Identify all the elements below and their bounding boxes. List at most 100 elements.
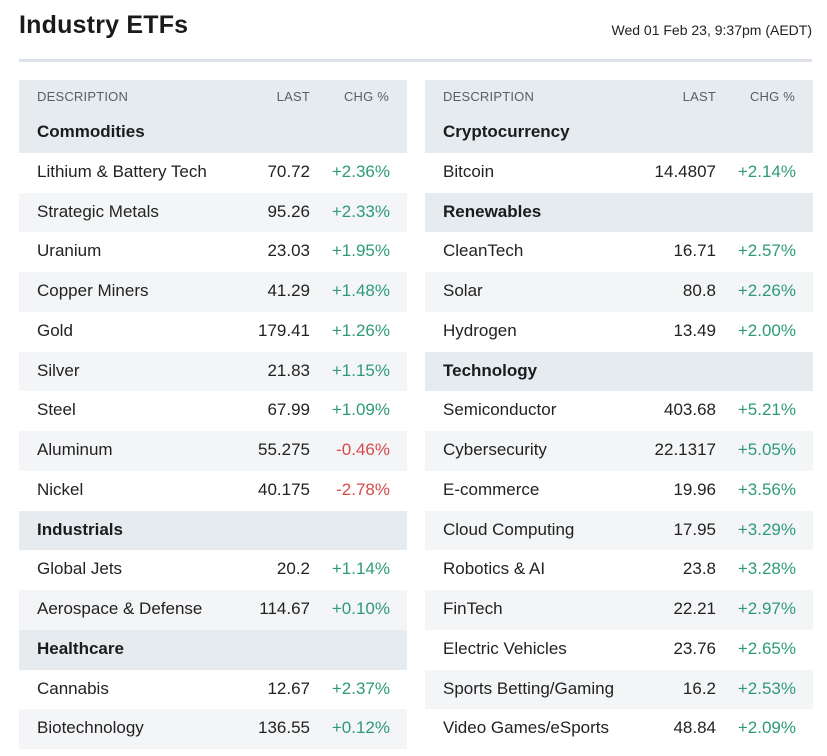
last-price: 20.2: [276, 559, 310, 579]
etf-name[interactable]: Hydrogen: [443, 320, 517, 340]
table-row[interactable]: Electric Vehicles 23.76 +2.65%: [425, 630, 813, 670]
change-percent: +1.09%: [331, 400, 390, 420]
etf-name[interactable]: Solar: [443, 281, 483, 300]
table-row[interactable]: Robotics & AI 23.8 +3.28%: [425, 550, 813, 590]
change-percent: -2.78%: [336, 479, 390, 499]
column-header-change: CHG %: [343, 89, 389, 104]
etf-name[interactable]: Semiconductor: [443, 400, 557, 420]
change-percent: +2.65%: [737, 638, 796, 658]
table-row[interactable]: Cloud Computing 17.95 +3.29%: [425, 510, 813, 551]
section-title: Industrials: [37, 519, 123, 539]
last-price: 23.03: [267, 241, 310, 261]
change-percent: +5.05%: [737, 440, 796, 459]
change-percent: +1.14%: [331, 559, 390, 579]
last-price: 67.99: [267, 400, 310, 420]
table-row[interactable]: Global Jets 20.2 +1.14%: [19, 550, 407, 590]
section-title: Commodities: [37, 122, 145, 141]
etf-name[interactable]: Robotics & AI: [443, 559, 546, 579]
table-row[interactable]: Bitcoin 14.4807 +2.14%: [425, 153, 813, 193]
etf-name[interactable]: E-commerce: [443, 479, 540, 499]
page-header: Industry ETFs Wed 01 Feb 23, 9:37pm (AED…: [19, 0, 812, 62]
etf-name[interactable]: Gold: [37, 320, 73, 340]
etf-name[interactable]: Strategic Metals: [37, 201, 159, 221]
change-percent: +0.10%: [331, 599, 390, 618]
table-row[interactable]: E-commerce 19.96 +3.56%: [425, 471, 813, 511]
table-row[interactable]: FinTech 22.21 +2.97%: [425, 590, 813, 630]
section-header: Industrials: [19, 510, 407, 551]
table-row[interactable]: Steel 67.99 +1.09%: [19, 391, 407, 431]
column-header-last: LAST: [682, 89, 716, 104]
section-header: Technology: [425, 351, 813, 392]
table-row[interactable]: Copper Miners 41.29 +1.48%: [19, 272, 407, 312]
table-row[interactable]: Uranium 23.03 +1.95%: [19, 232, 407, 272]
table-row[interactable]: Silver 21.83 +1.15%: [19, 351, 407, 392]
etf-name[interactable]: Uranium: [37, 241, 102, 261]
last-price: 80.8: [682, 281, 716, 300]
table-row[interactable]: CleanTech 16.71 +2.57%: [425, 232, 813, 272]
section-title: Renewables: [443, 201, 542, 221]
timestamp: Wed 01 Feb 23, 9:37pm (AEDT): [611, 22, 813, 38]
last-price: 403.68: [664, 400, 716, 420]
table-row[interactable]: Lithium & Battery Tech 70.72 +2.36%: [19, 153, 407, 193]
etf-name[interactable]: Cannabis: [37, 678, 109, 698]
page-title: Industry ETFs: [19, 11, 189, 39]
last-price: 22.21: [673, 599, 716, 618]
table-row[interactable]: Semiconductor 403.68 +5.21%: [425, 391, 813, 431]
table-header: DESCRIPTION LAST CHG %: [19, 80, 407, 113]
table-header: DESCRIPTION LAST CHG %: [425, 80, 813, 113]
column-header-description: DESCRIPTION: [443, 89, 535, 104]
change-percent: -0.46%: [336, 440, 390, 459]
etf-name[interactable]: Electric Vehicles: [443, 638, 567, 658]
table-body: Commodities Lithium & Battery Tech 70.72 +2…: [19, 113, 407, 749]
etf-name[interactable]: Copper Miners: [37, 281, 149, 300]
column-header-last: LAST: [276, 89, 310, 104]
etf-name[interactable]: Cloud Computing: [443, 519, 575, 539]
etf-name[interactable]: CleanTech: [443, 241, 524, 261]
etf-name[interactable]: Video Games/eSports: [443, 718, 609, 738]
table-row[interactable]: Aluminum 55.275 -0.46%: [19, 431, 407, 471]
change-percent: +1.15%: [331, 360, 390, 380]
table-row[interactable]: Biotechnology 136.55 +0.12%: [19, 709, 407, 749]
last-price: 14.4807: [654, 161, 716, 181]
table-row[interactable]: Sports Betting/Gaming 16.2 +2.53%: [425, 669, 813, 710]
table-row[interactable]: Strategic Metals 95.26 +2.33%: [19, 192, 407, 233]
table-row[interactable]: Cannabis 12.67 +2.37%: [19, 670, 407, 710]
last-price: 13.49: [673, 320, 716, 340]
change-percent: +3.29%: [737, 519, 796, 539]
change-percent: +2.33%: [331, 201, 390, 221]
last-price: 23.76: [673, 638, 716, 658]
table-row[interactable]: Hydrogen 13.49 +2.00%: [425, 312, 813, 352]
etf-name[interactable]: Steel: [37, 400, 76, 420]
etf-name[interactable]: Lithium & Battery Tech: [37, 161, 207, 181]
table-row[interactable]: Video Games/eSports 48.84 +2.09%: [425, 709, 813, 749]
last-price: 22.1317: [654, 440, 716, 459]
last-price: 40.175: [258, 479, 310, 499]
section-header: Commodities: [19, 113, 407, 153]
table-row[interactable]: Gold 179.41 +1.26%: [19, 312, 407, 352]
last-price: 114.67: [259, 599, 310, 618]
etf-name[interactable]: FinTech: [443, 599, 503, 618]
table-row[interactable]: Solar 80.8 +2.26%: [425, 272, 813, 312]
etf-table-right: DESCRIPTION LAST CHG % Cryptocurrency Bit…: [425, 80, 813, 749]
section-title: Cryptocurrency: [443, 122, 570, 141]
etf-name[interactable]: Sports Betting/Gaming: [443, 678, 615, 698]
etf-name[interactable]: Cybersecurity: [443, 440, 547, 459]
change-percent: +2.37%: [331, 678, 390, 698]
section-header: Healthcare: [19, 629, 407, 670]
table-row[interactable]: Nickel 40.175 -2.78%: [19, 471, 407, 511]
etf-name[interactable]: Silver: [37, 360, 80, 380]
last-price: 23.8: [682, 559, 716, 579]
last-price: 41.29: [267, 281, 310, 300]
last-price: 70.72: [267, 161, 310, 181]
last-price: 16.2: [682, 678, 716, 698]
table-row[interactable]: Aerospace & Defense 114.67 +0.10%: [19, 590, 407, 630]
etf-name[interactable]: Biotechnology: [37, 718, 144, 738]
table-row[interactable]: Cybersecurity 22.1317 +5.05%: [425, 431, 813, 471]
section-title: Healthcare: [37, 638, 124, 658]
column-header-description: DESCRIPTION: [37, 89, 129, 104]
etf-name[interactable]: Aluminum: [37, 440, 113, 459]
etf-name[interactable]: Global Jets: [37, 559, 123, 579]
etf-name[interactable]: Bitcoin: [443, 161, 495, 181]
etf-name[interactable]: Nickel: [37, 479, 84, 499]
etf-name[interactable]: Aerospace & Defense: [37, 599, 203, 618]
